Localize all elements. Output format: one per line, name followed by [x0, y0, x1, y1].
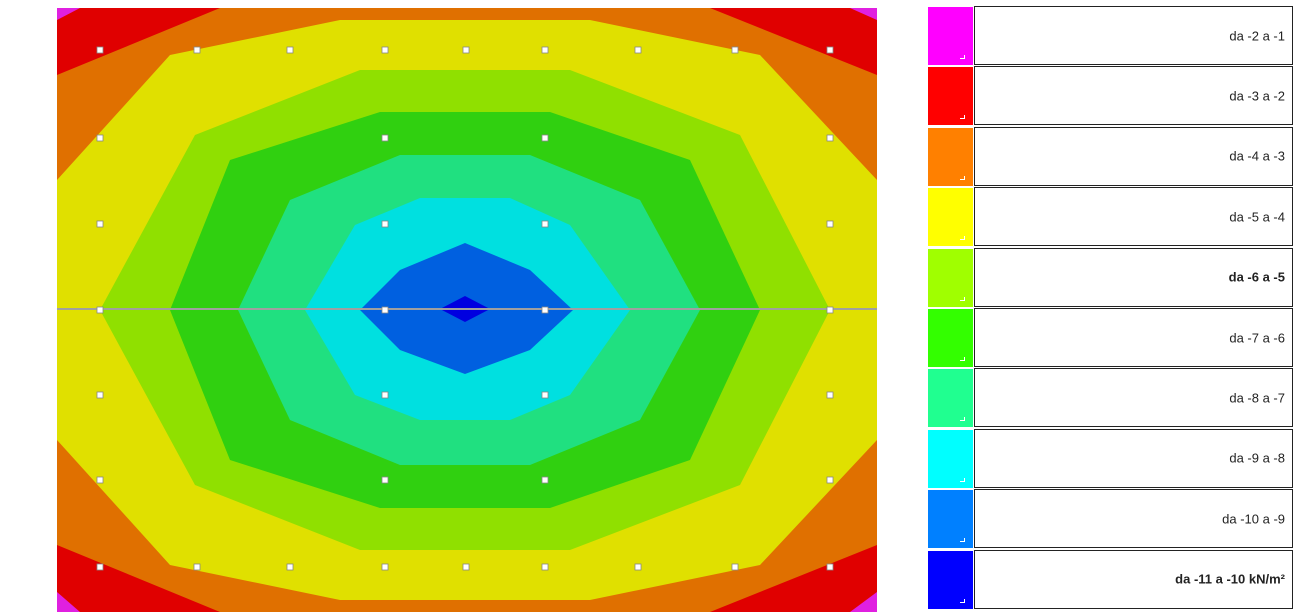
legend-label: da -4 a -3: [1229, 148, 1285, 164]
legend-label: da -2 a -1: [1229, 28, 1285, 43]
legend-item: da -2 a -1: [928, 6, 1295, 66]
mesh-node: [826, 220, 834, 228]
mesh-node: [634, 46, 642, 54]
mesh-node: [193, 563, 201, 571]
legend-swatch: [928, 550, 973, 609]
swatch-corner-icon: [960, 417, 965, 422]
swatch-corner-icon: [960, 357, 965, 361]
legend-label: da -5 a -4: [1229, 209, 1285, 225]
mesh-node: [826, 391, 834, 399]
legend-item: da -6 a -5: [928, 247, 1295, 308]
legend-label-box: da -4 a -3: [974, 126, 1293, 186]
edge-ticks: [57, 5, 877, 8]
mesh-node: [462, 46, 470, 54]
legend-item: da -4 a -3: [928, 126, 1295, 187]
legend-label-box: da -11 a -10 kN/m²: [974, 549, 1293, 609]
mesh-node: [826, 563, 834, 571]
mesh-node: [541, 134, 549, 142]
mesh-node: [634, 563, 642, 571]
legend-item: da -7 a -6: [928, 308, 1295, 368]
mesh-node: [381, 306, 389, 314]
swatch-corner-icon: [960, 175, 965, 180]
mesh-node: [462, 563, 470, 571]
swatch-corner-icon: [960, 115, 965, 120]
mesh-node: [381, 391, 389, 399]
mesh-node: [826, 476, 834, 484]
mesh-node: [826, 134, 834, 142]
legend-label: da -10 a -9: [1222, 511, 1285, 527]
mesh-node: [541, 46, 549, 54]
mesh-node: [541, 306, 549, 314]
legend-swatch: [928, 67, 973, 126]
legend-swatch: [928, 188, 973, 247]
mesh-node: [381, 220, 389, 228]
mesh-node: [826, 46, 834, 54]
legend-swatch: [928, 127, 973, 186]
legend-item: da -3 a -2: [928, 66, 1295, 126]
legend-item: da -10 a -9: [928, 489, 1295, 549]
legend-label-box: da -6 a -5: [974, 247, 1293, 307]
legend-label: da -3 a -2: [1229, 88, 1285, 104]
mesh-node: [96, 391, 104, 399]
legend-label: da -11 a -10 kN/m²: [1175, 571, 1285, 587]
legend-item: da -9 a -8: [928, 428, 1295, 489]
mesh-node: [96, 563, 104, 571]
color-legend: da -2 a -1 da -3 a -2 da -4 a -3 da -5 a -4…: [928, 6, 1295, 612]
mesh-node: [286, 46, 294, 54]
legend-item: da -5 a -4: [928, 187, 1295, 247]
mesh-node: [96, 134, 104, 142]
legend-label-box: da -5 a -4: [974, 187, 1293, 247]
legend-item: da -8 a -7: [928, 368, 1295, 428]
mesh-node: [541, 220, 549, 228]
legend-swatch: [928, 490, 973, 549]
swatch-corner-icon: [960, 598, 965, 603]
mesh-node: [286, 563, 294, 571]
mesh-node: [381, 563, 389, 571]
legend-swatch: [928, 429, 973, 488]
legend-swatch: [928, 248, 973, 307]
legend-swatch: [928, 309, 973, 367]
mesh-node: [96, 220, 104, 228]
contour-plot: [57, 5, 877, 612]
swatch-corner-icon: [960, 296, 965, 301]
mesh-node: [381, 134, 389, 142]
swatch-corner-icon: [960, 477, 965, 482]
legend-swatch: [928, 7, 973, 65]
legend-label-box: da -3 a -2: [974, 66, 1293, 126]
swatch-corner-icon: [960, 55, 965, 59]
legend-item: da -11 a -10 kN/m²: [928, 549, 1295, 610]
legend-label-box: da -2 a -1: [974, 6, 1293, 65]
mesh-node: [731, 563, 739, 571]
mesh-node: [541, 476, 549, 484]
mesh-node: [541, 391, 549, 399]
legend-swatch: [928, 369, 973, 428]
legend-label-box: da -8 a -7: [974, 368, 1293, 428]
legend-label-box: da -9 a -8: [974, 428, 1293, 488]
mesh-node: [96, 306, 104, 314]
mesh-node: [381, 46, 389, 54]
mesh-node: [826, 306, 834, 314]
mesh-node: [96, 476, 104, 484]
mesh-node: [96, 46, 104, 54]
legend-label-box: da -7 a -6: [974, 308, 1293, 367]
mesh-node: [731, 46, 739, 54]
mesh-node: [541, 563, 549, 571]
legend-label-box: da -10 a -9: [974, 489, 1293, 549]
mesh-node: [381, 476, 389, 484]
mesh-nodes: [96, 46, 834, 571]
mesh-node: [193, 46, 201, 54]
legend-label: da -7 a -6: [1229, 330, 1285, 345]
legend-label: da -6 a -5: [1228, 269, 1285, 285]
swatch-corner-icon: [960, 236, 965, 241]
legend-label: da -8 a -7: [1229, 390, 1285, 406]
swatch-corner-icon: [960, 538, 965, 543]
legend-label: da -9 a -8: [1229, 450, 1285, 466]
